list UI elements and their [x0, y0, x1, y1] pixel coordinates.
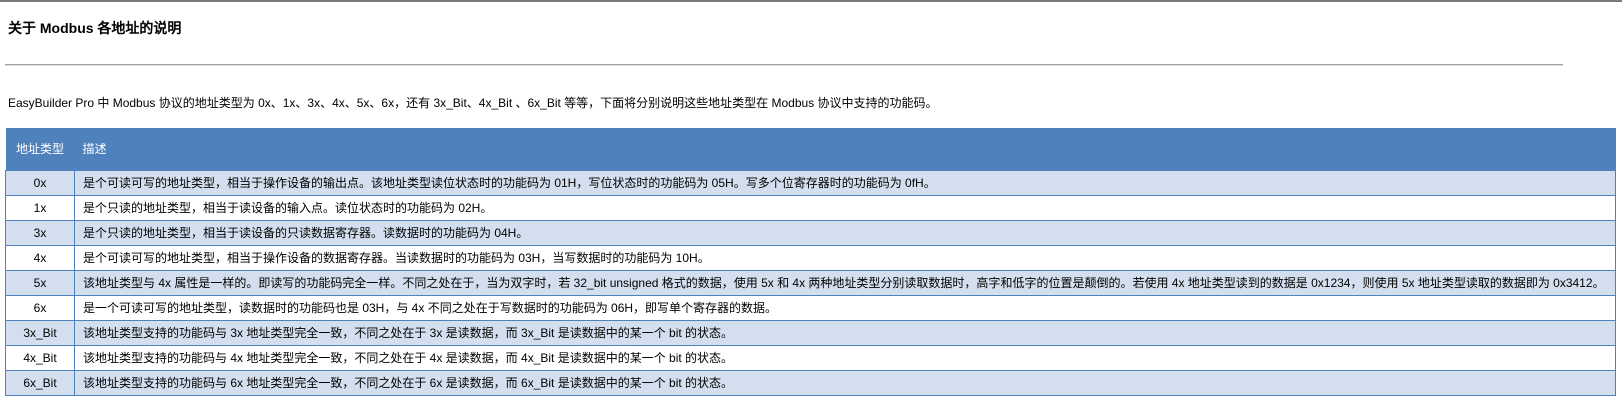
divider — [5, 64, 1563, 66]
description-cell: 该地址类型支持的功能码与 4x 地址类型完全一致，不同之处在于 4x 是读数据，… — [74, 345, 1616, 371]
address-type-cell: 4x — [5, 245, 75, 271]
description-cell: 该地址类型支持的功能码与 3x 地址类型完全一致，不同之处在于 3x 是读数据，… — [74, 320, 1616, 346]
description-cell: 该地址类型支持的功能码与 6x 地址类型完全一致，不同之处在于 6x 是读数据，… — [74, 370, 1616, 396]
table-row: 5x 该地址类型与 4x 属性是一样的。即读写的功能码完全一样。不同之处在于，当为… — [5, 270, 1616, 296]
table-row: 3x_Bit 该地址类型支持的功能码与 3x 地址类型完全一致，不同之处在于 3x… — [5, 320, 1616, 346]
address-type-cell: 6x_Bit — [5, 370, 75, 396]
address-type-cell: 3x_Bit — [5, 320, 75, 346]
description-cell: 是个只读的地址类型，相当于读设备的只读数据寄存器。读数据时的功能码为 04H。 — [74, 220, 1616, 246]
page-title: 关于 Modbus 各地址的说明 — [8, 20, 182, 36]
description-cell: 是个只读的地址类型，相当于读设备的输入点。读位状态时的功能码为 02H。 — [74, 195, 1616, 221]
table-header-row: 地址类型 描述 — [5, 128, 1616, 171]
table-row: 4x 是个可读可写的地址类型，相当于操作设备的数据寄存器。当读数据时的功能码为 0… — [5, 245, 1616, 271]
description-cell: 是个可读可写的地址类型，相当于操作设备的输出点。该地址类型读位状态时的功能码为 … — [74, 170, 1616, 196]
table-row: 4x_Bit 该地址类型支持的功能码与 4x 地址类型完全一致，不同之处在于 4x… — [5, 345, 1616, 371]
address-type-cell: 3x — [5, 220, 75, 246]
table-row: 1x 是个只读的地址类型，相当于读设备的输入点。读位状态时的功能码为 02H。 — [5, 195, 1616, 221]
table-row: 0x 是个可读可写的地址类型，相当于操作设备的输出点。该地址类型读位状态时的功能码… — [5, 170, 1616, 196]
address-type-cell: 5x — [5, 270, 75, 296]
address-type-cell: 0x — [5, 170, 75, 196]
address-type-table: 地址类型 描述 0x 是个可读可写的地址类型，相当于操作设备的输出点。该地址类型读… — [5, 128, 1616, 396]
top-border — [0, 0, 1622, 2]
table-row: 6x 是一个可读可写的地址类型，读数据时的功能码也是 03H，与 4x 不同之处在… — [5, 295, 1616, 321]
table-row: 3x 是个只读的地址类型，相当于读设备的只读数据寄存器。读数据时的功能码为 04H… — [5, 220, 1616, 246]
description-cell: 是个可读可写的地址类型，相当于操作设备的数据寄存器。当读数据时的功能码为 03H… — [74, 245, 1616, 271]
table-row: 6x_Bit 该地址类型支持的功能码与 6x 地址类型完全一致，不同之处在于 6x… — [5, 370, 1616, 396]
address-type-cell: 1x — [5, 195, 75, 221]
address-type-cell: 6x — [5, 295, 75, 321]
header-description: 描述 — [74, 128, 1616, 171]
address-type-cell: 4x_Bit — [5, 345, 75, 371]
intro-paragraph: EasyBuilder Pro 中 Modbus 协议的地址类型为 0x、1x、… — [8, 96, 938, 110]
description-cell: 是一个可读可写的地址类型，读数据时的功能码也是 03H，与 4x 不同之处在于写… — [74, 295, 1616, 321]
header-address-type: 地址类型 — [5, 128, 75, 171]
description-cell: 该地址类型与 4x 属性是一样的。即读写的功能码完全一样。不同之处在于，当为双字… — [74, 270, 1616, 296]
